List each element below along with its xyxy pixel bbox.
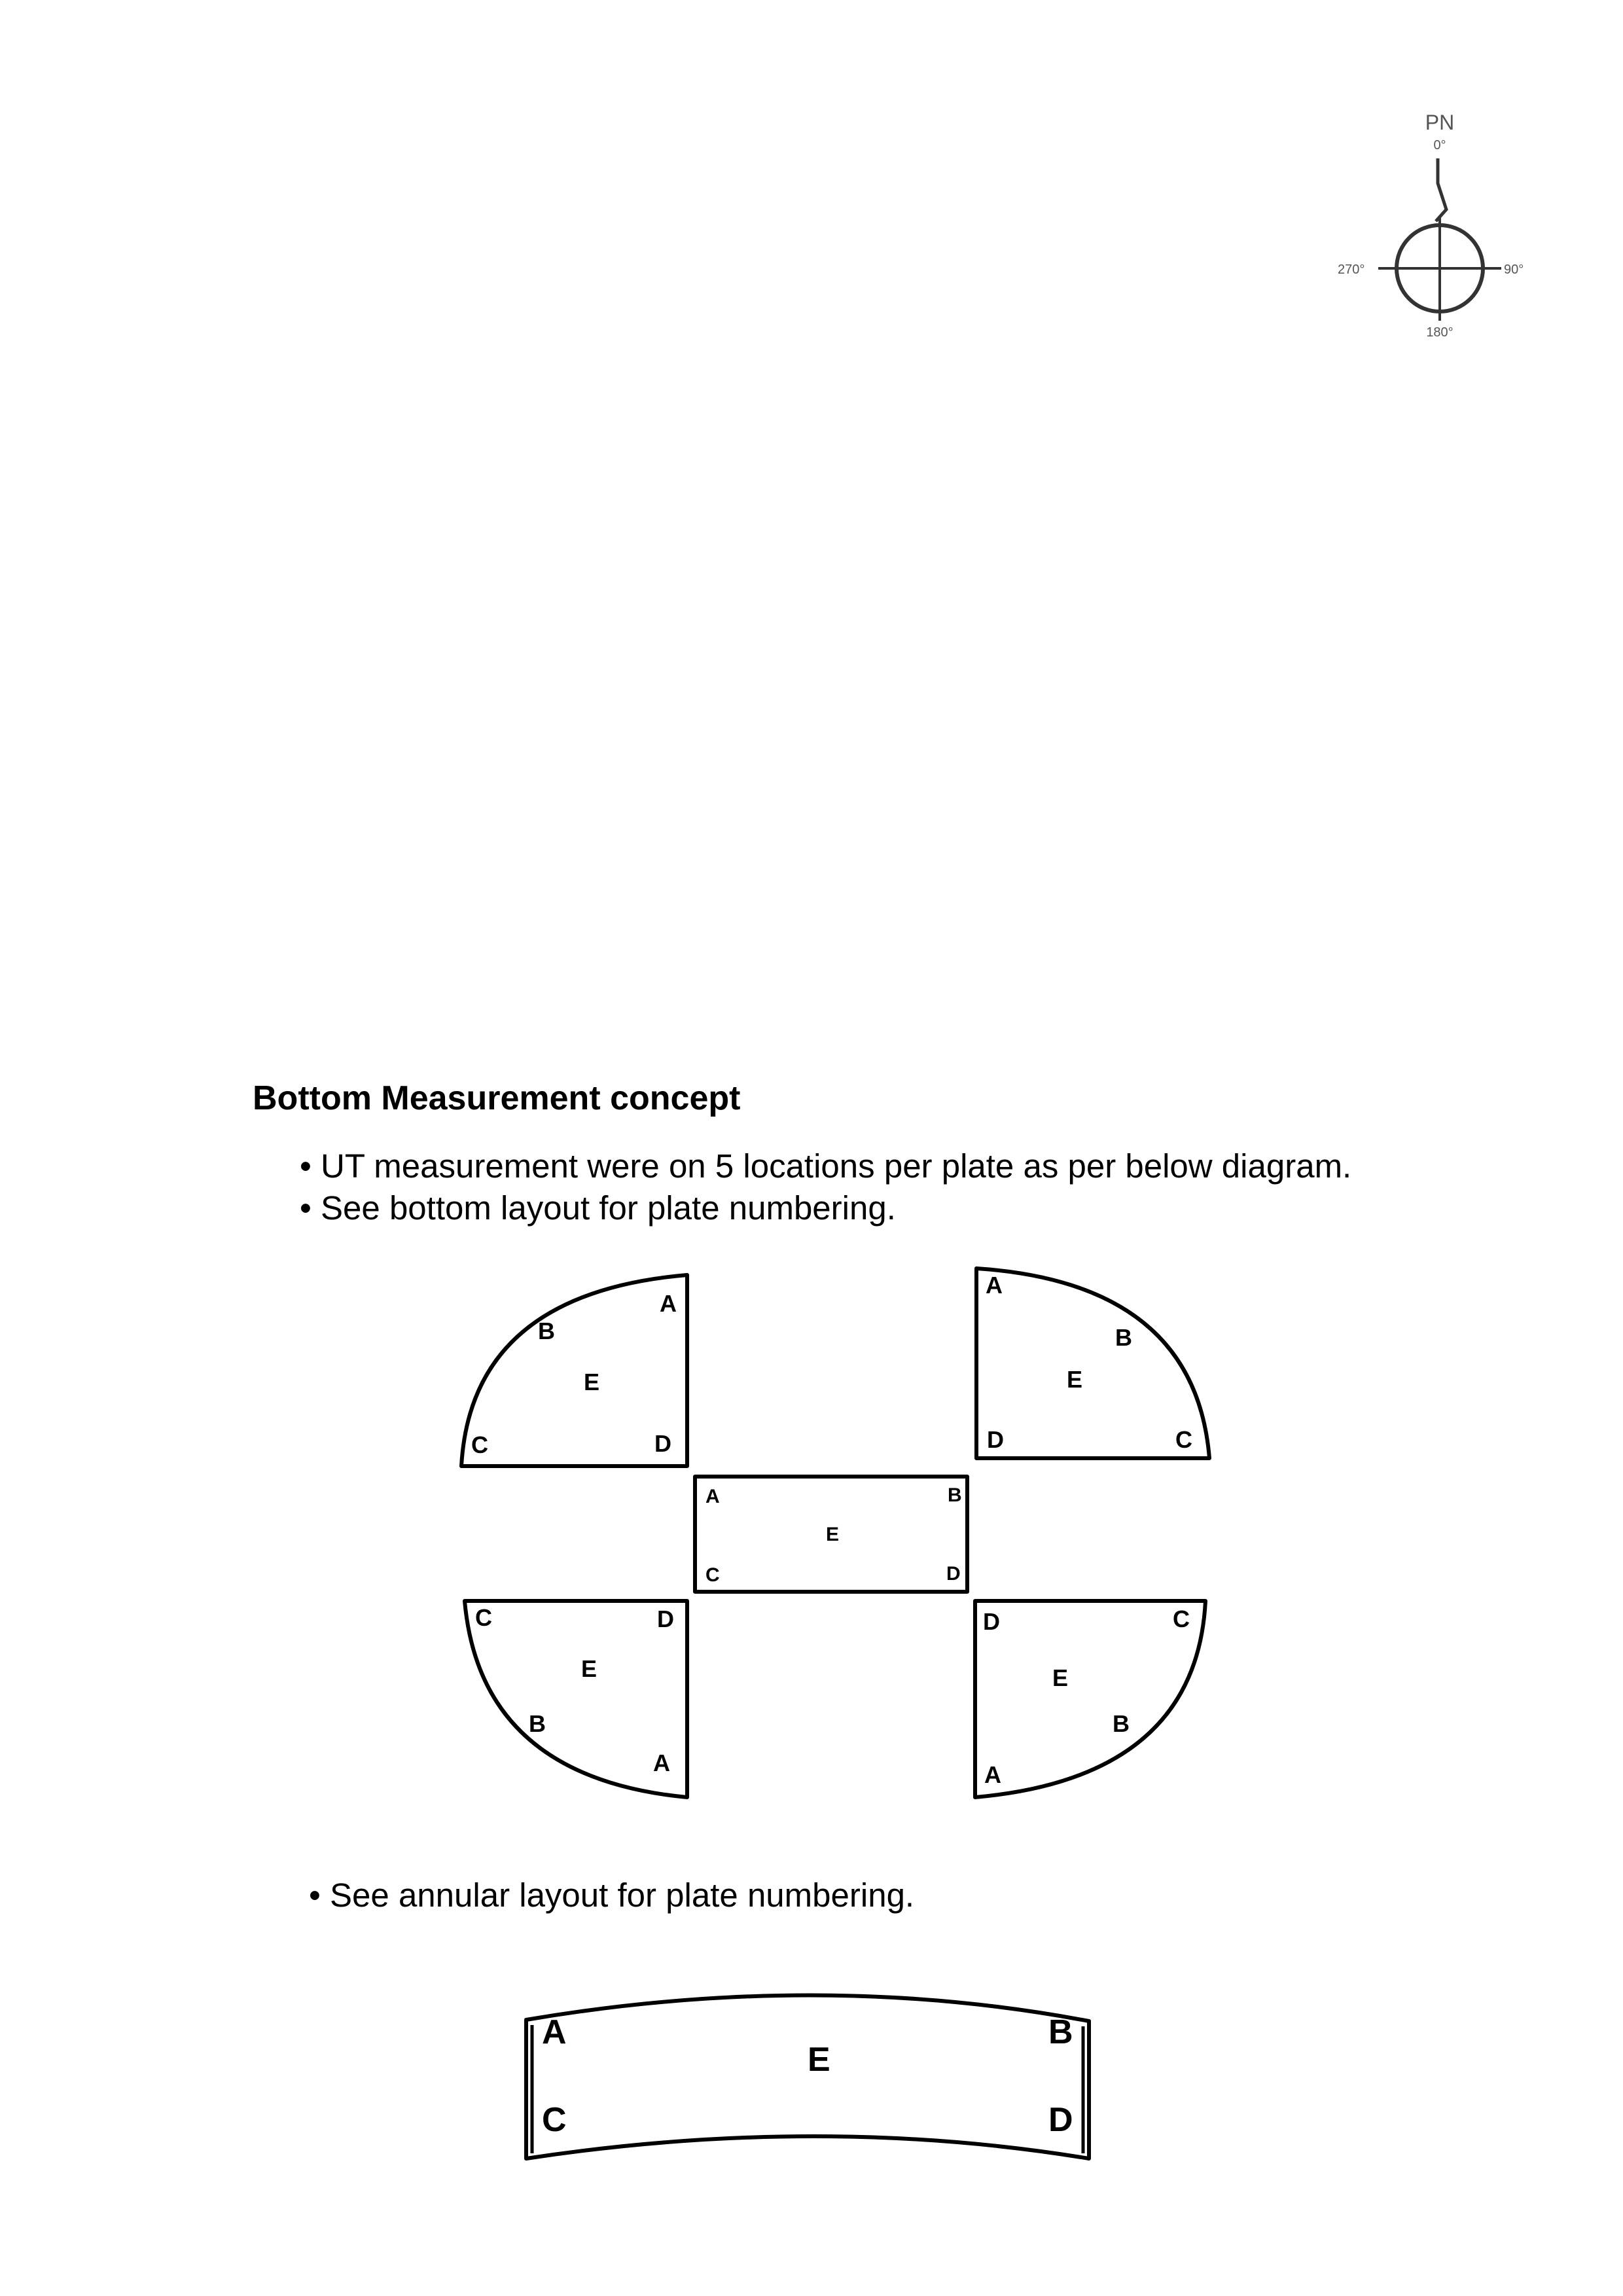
plate-bottom-right-label-e: E — [1052, 1664, 1068, 1691]
plant-north-compass: PN 0° 270° 90° 180° — [1338, 111, 1524, 340]
plate-center-label-a: A — [705, 1486, 720, 1507]
plate-bottom-right-label-d: D — [983, 1608, 1000, 1635]
plate-annular-label-d: D — [1048, 2101, 1073, 2139]
plate-annular-label-a: A — [542, 2013, 567, 2051]
north-arrow-icon — [1435, 158, 1448, 223]
plate-top-left-label-a: A — [660, 1290, 677, 1317]
compass-270-label: 270° — [1338, 262, 1364, 277]
plate-top-right-label-e: E — [1067, 1366, 1082, 1393]
plate-bottom-left-label-e: E — [581, 1655, 597, 1682]
plate-top-right-label-a: A — [986, 1272, 1003, 1299]
plate-top-left: A B C D E — [459, 1273, 689, 1468]
compass-180-label: 180° — [1426, 325, 1453, 340]
compass-north-label: PN — [1425, 111, 1454, 134]
plate-bottom-right: D C E B A — [973, 1599, 1207, 1799]
plate-bottom-right-label-a: A — [984, 1761, 1001, 1788]
plate-top-left-label-b: B — [538, 1318, 555, 1344]
plate-annular-label-b: B — [1048, 2013, 1073, 2051]
bullet-bottom-layout: • See bottom layout for plate numbering. — [300, 1189, 896, 1227]
plate-bottom-right-label-b: B — [1113, 1710, 1130, 1737]
plate-top-right: A B C D E — [974, 1266, 1211, 1460]
plate-bottom-left-label-d: D — [657, 1605, 674, 1632]
compass-0-label: 0° — [1433, 138, 1446, 152]
bullet-ut-locations: • UT measurement were on 5 locations per… — [300, 1147, 1352, 1185]
plate-top-right-label-b: B — [1115, 1324, 1132, 1351]
plate-annular-label-e: E — [808, 2041, 830, 2079]
plate-top-left-label-c: C — [471, 1431, 488, 1458]
section-heading: Bottom Measurement concept — [253, 1079, 741, 1117]
plate-annular: A B E C D — [524, 1993, 1091, 2161]
plate-bottom-left-label-a: A — [653, 1749, 670, 1776]
plate-bottom-right-label-c: C — [1173, 1605, 1190, 1632]
bullet-annular-layout: • See annular layout for plate numbering… — [309, 1876, 915, 1914]
plate-bottom-left-label-b: B — [529, 1710, 546, 1737]
plate-top-left-label-e: E — [584, 1369, 599, 1395]
plate-top-right-label-c: C — [1175, 1426, 1192, 1453]
plate-center-label-e: E — [826, 1524, 839, 1545]
plate-top-left-label-d: D — [654, 1430, 671, 1457]
plate-center-label-d: D — [946, 1563, 961, 1585]
plate-annular-label-c: C — [542, 2101, 567, 2139]
plate-center-label-b: B — [948, 1484, 962, 1506]
plate-bottom-left-label-c: C — [475, 1604, 492, 1631]
plate-bottom-left: C D E B A — [463, 1599, 689, 1799]
plate-center-label-c: C — [705, 1564, 720, 1586]
plate-center: A B C D E — [693, 1475, 969, 1594]
compass-90-label: 90° — [1504, 262, 1524, 277]
plate-top-right-label-d: D — [987, 1426, 1004, 1453]
